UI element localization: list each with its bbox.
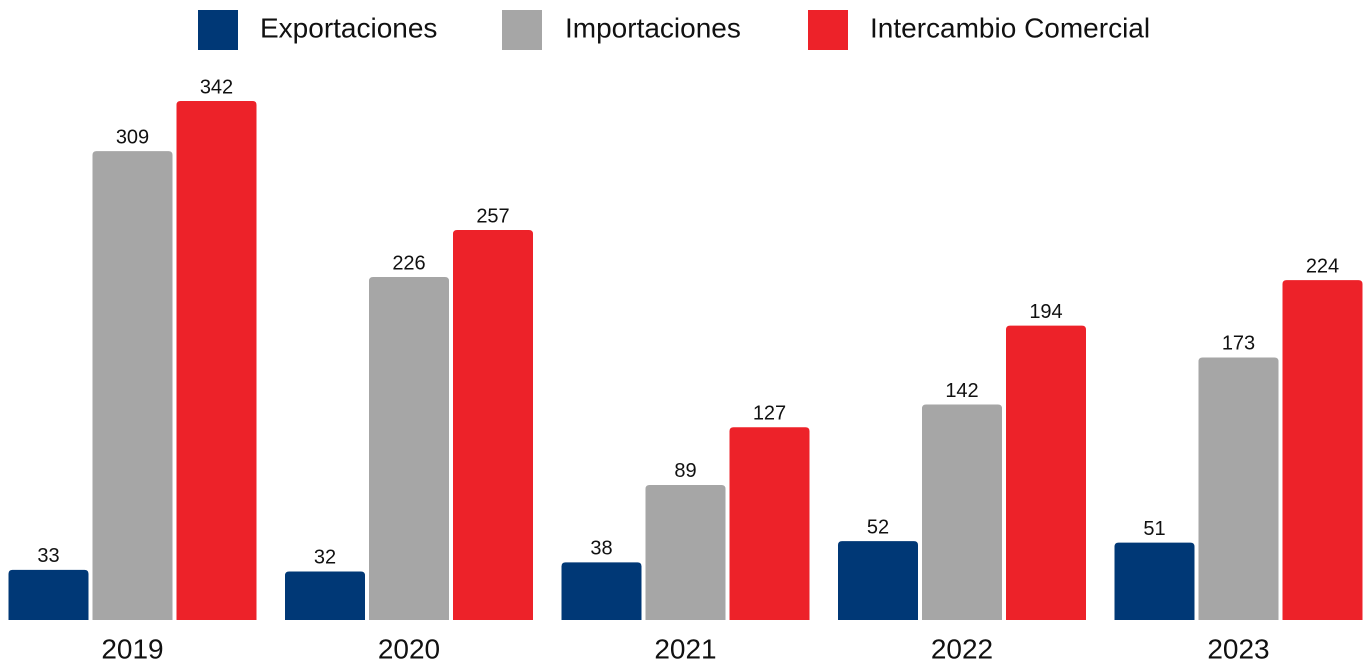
value-label: 224 <box>1306 255 1339 277</box>
value-label: 127 <box>753 403 786 425</box>
value-label: 342 <box>200 76 233 98</box>
value-label: 226 <box>392 252 425 274</box>
bar <box>1114 542 1195 620</box>
bar <box>176 101 257 620</box>
x-tick-label: 2021 <box>654 633 716 664</box>
value-label: 173 <box>1222 333 1255 355</box>
bar <box>1198 357 1279 620</box>
x-tick-label: 2023 <box>1207 633 1269 664</box>
legend-label: Exportaciones <box>260 12 437 43</box>
bar <box>1006 325 1086 620</box>
legend-swatch <box>502 10 542 50</box>
value-label: 309 <box>116 126 149 148</box>
bar <box>561 562 642 620</box>
legend-swatch <box>808 10 848 50</box>
value-label: 257 <box>476 205 509 227</box>
value-label: 32 <box>314 547 336 569</box>
legend-label: Intercambio Comercial <box>870 12 1150 43</box>
bar <box>369 277 449 620</box>
value-label: 142 <box>945 380 978 402</box>
value-label: 52 <box>867 516 889 538</box>
bar <box>838 541 918 620</box>
value-label: 89 <box>674 460 696 482</box>
bar <box>285 571 365 620</box>
x-tick-label: 2020 <box>378 633 440 664</box>
x-tick-label: 2019 <box>101 633 163 664</box>
bar <box>729 427 810 620</box>
legend-swatch <box>198 10 238 50</box>
bar <box>645 484 726 620</box>
bar <box>922 404 1002 620</box>
value-label: 194 <box>1029 301 1062 323</box>
bar <box>92 151 173 620</box>
bar <box>8 569 89 620</box>
x-tick-label: 2022 <box>931 633 993 664</box>
value-label: 33 <box>37 545 59 567</box>
value-label: 51 <box>1143 518 1165 540</box>
bar <box>453 229 533 621</box>
legend-label: Importaciones <box>565 12 741 43</box>
value-label: 38 <box>590 538 612 560</box>
bar <box>1282 280 1363 620</box>
